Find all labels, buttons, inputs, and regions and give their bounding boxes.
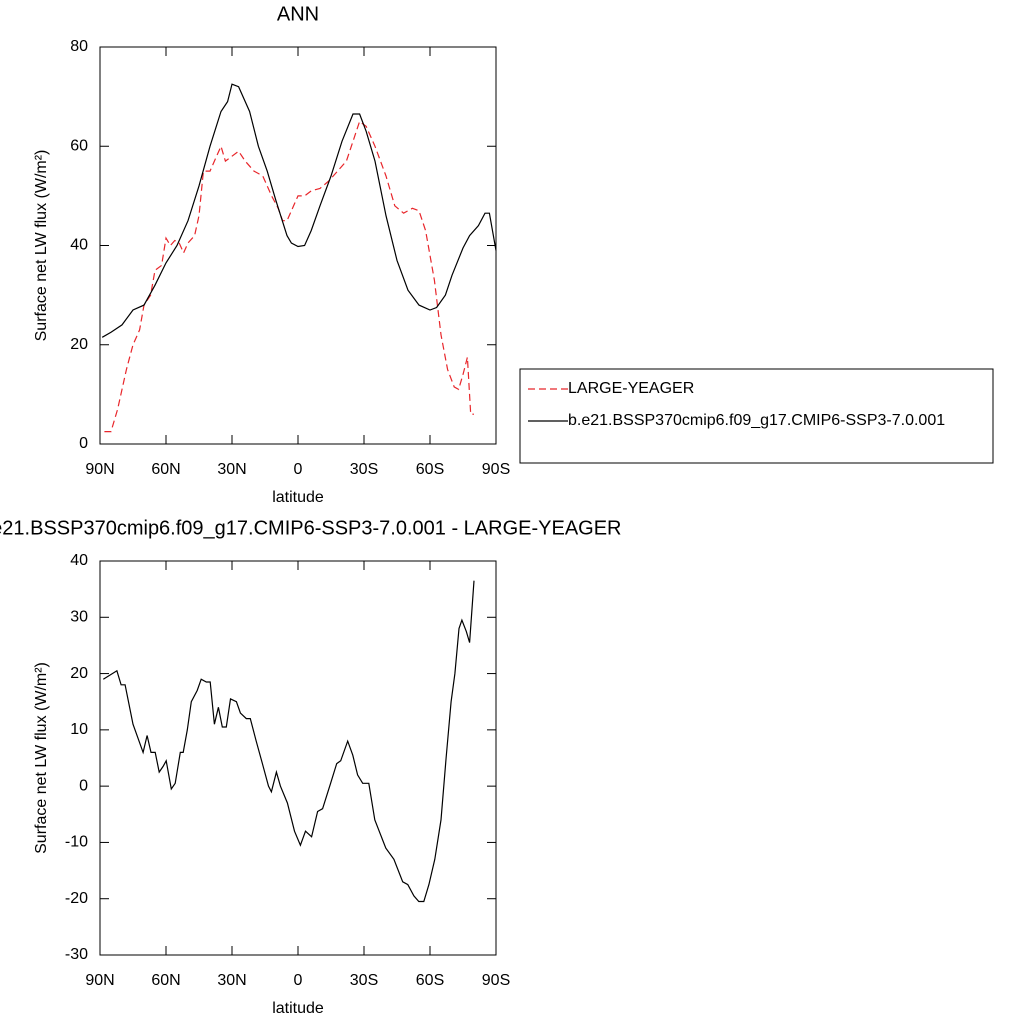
chart-title: ANN bbox=[277, 3, 319, 25]
x-tick-label: 60S bbox=[416, 461, 444, 478]
y-tick-label: 10 bbox=[70, 721, 88, 738]
y-tick-label: -20 bbox=[65, 890, 88, 907]
x-tick-label: 30N bbox=[217, 461, 246, 478]
x-tick-label: 30N bbox=[217, 972, 246, 989]
y-tick-label: 20 bbox=[70, 665, 88, 682]
legend-label: b.e21.BSSP370cmip6.f09_g17.CMIP6-SSP3-7.… bbox=[568, 412, 945, 429]
data-line bbox=[101, 83, 497, 338]
x-axis-label: latitude bbox=[272, 1000, 324, 1017]
x-tick-label: 60N bbox=[151, 972, 180, 989]
y-tick-label: 0 bbox=[79, 777, 88, 794]
y-tick-label: 0 bbox=[79, 435, 88, 452]
y-tick-label: 30 bbox=[70, 609, 88, 626]
plot-frame bbox=[99, 46, 497, 445]
x-tick-label: 60S bbox=[416, 972, 444, 989]
x-tick-label: 30S bbox=[350, 972, 378, 989]
x-tick-label: 30S bbox=[350, 461, 378, 478]
y-tick-label: -30 bbox=[65, 946, 88, 963]
chart-title: b.e21.BSSP370cmip6.f09_g17.CMIP6-SSP3-7.… bbox=[0, 517, 622, 539]
x-axis-label: latitude bbox=[272, 489, 324, 506]
x-tick-label: 90N bbox=[85, 461, 114, 478]
y-tick-label: 20 bbox=[70, 336, 88, 353]
y-tick-label: 40 bbox=[70, 552, 88, 569]
x-tick-label: 90S bbox=[482, 461, 510, 478]
legend-box bbox=[519, 368, 994, 464]
y-axis-label: Surface net LW flux (W/m²) bbox=[33, 150, 50, 342]
x-tick-label: 60N bbox=[151, 461, 180, 478]
x-tick-label: 90N bbox=[85, 972, 114, 989]
x-tick-label: 0 bbox=[294, 972, 303, 989]
y-tick-label: 60 bbox=[70, 137, 88, 154]
legend-label: LARGE-YEAGER bbox=[568, 380, 694, 397]
y-tick-label: 80 bbox=[70, 38, 88, 55]
x-tick-label: 0 bbox=[294, 461, 303, 478]
y-axis-label: Surface net LW flux (W/m²) bbox=[33, 662, 50, 854]
plot-frame bbox=[99, 560, 497, 956]
y-tick-label: -10 bbox=[65, 834, 88, 851]
y-tick-label: 40 bbox=[70, 237, 88, 254]
x-tick-label: 90S bbox=[482, 972, 510, 989]
data-line bbox=[102, 580, 475, 903]
